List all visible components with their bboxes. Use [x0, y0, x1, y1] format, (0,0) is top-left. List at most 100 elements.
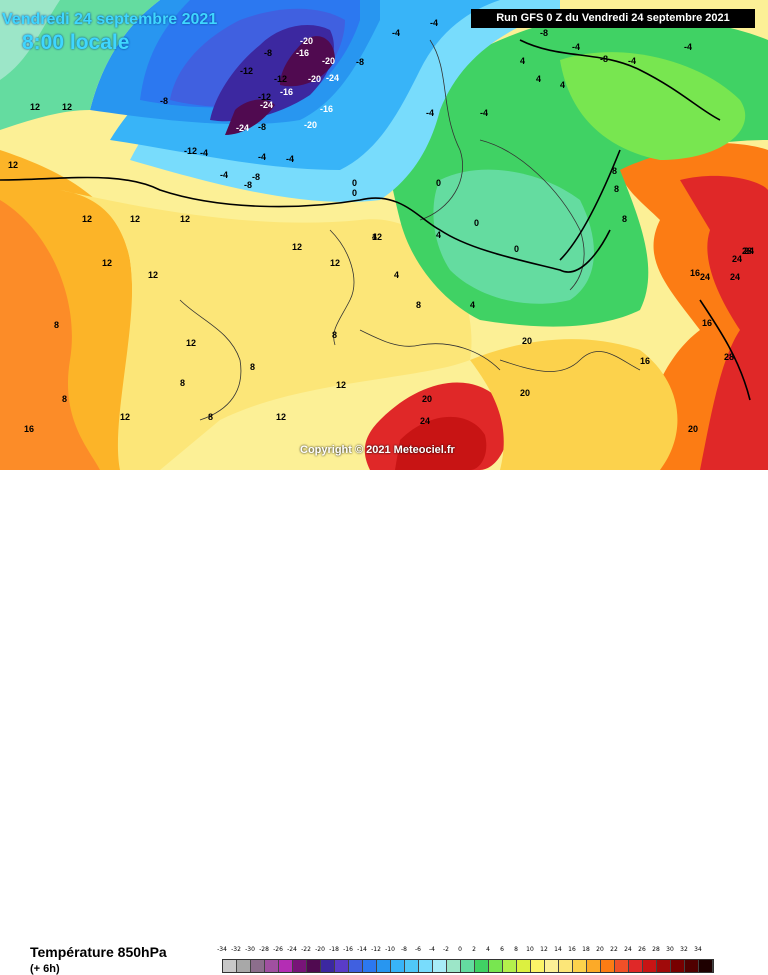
contour-value-label: 24 [700, 272, 711, 282]
contour-value-label: -4 [392, 28, 401, 38]
scale-tick-label: 20 [596, 946, 604, 953]
contour-value-label: -8 [540, 28, 549, 38]
contour-value-label: 4 [520, 56, 526, 66]
mild-area-east [560, 52, 746, 161]
scale-tick-label: -14 [357, 946, 367, 953]
scale-swatch [293, 960, 307, 972]
scale-swatch [279, 960, 293, 972]
scale-swatch [377, 960, 391, 972]
contour-value-label: 8 [332, 330, 338, 340]
cool-area-northwest [0, 0, 60, 80]
coldest-pocket-2 [280, 36, 335, 87]
scale-tick-label: 6 [500, 946, 504, 953]
contour-value-label: 12 [372, 232, 383, 242]
contour-value-label: 4 [470, 300, 476, 310]
scale-tick-label: -12 [371, 946, 381, 953]
contour-value-label: 4 [394, 270, 400, 280]
parameter-title: Température 850hPa [30, 944, 167, 960]
contour-value-label: -4 [480, 108, 489, 118]
scale-tick-label: 22 [610, 946, 618, 953]
scale-tick-label: 8 [514, 946, 518, 953]
scale-tick-label: -6 [415, 946, 421, 953]
contour-value-label: 8 [62, 394, 68, 404]
copyright-text: Copyright © 2021 Meteociel.fr [300, 444, 455, 456]
scale-swatch [461, 960, 475, 972]
contour-value-label: 4 [372, 232, 378, 242]
scale-swatch [489, 960, 503, 972]
contour-value-label: 0 [474, 218, 480, 228]
contour-value-label: 12 [8, 160, 19, 170]
contour-value-label: -8 [264, 48, 273, 58]
scale-swatch [223, 960, 237, 972]
scale-swatch [671, 960, 685, 972]
hot-area-east [680, 175, 768, 470]
contour-value-label: 4 [436, 230, 442, 240]
temperature-map[interactable]: Vendredi 24 septembre 2021 8:00 locale R… [0, 0, 768, 470]
contour-value-label: 28 [742, 246, 753, 256]
scale-tick-label: 24 [624, 946, 632, 953]
scale-swatch [531, 960, 545, 972]
forecast-step: (+ 6h) [30, 963, 60, 975]
scale-tick-label: 26 [638, 946, 646, 953]
scale-tick-label: -2 [443, 946, 449, 953]
scale-tick-label: 12 [540, 946, 548, 953]
contour-value-label: 16 [24, 424, 35, 434]
contour-value-label: 28 [724, 352, 735, 362]
contour-value-label: 24 [420, 416, 431, 426]
contour-value-label: -4 [258, 152, 267, 162]
contour-value-label: 20 [688, 424, 699, 434]
scale-swatch [643, 960, 657, 972]
mild-area-core [433, 169, 594, 304]
scale-tick-label: 0 [458, 946, 462, 953]
scale-swatch [265, 960, 279, 972]
contour-value-label: -8 [252, 172, 261, 182]
contour-value-label: -8 [258, 122, 267, 132]
scale-swatch [321, 960, 335, 972]
coastlines [179, 39, 641, 421]
contour-value-label: -12 [184, 146, 198, 156]
scale-swatch [615, 960, 629, 972]
scale-tick-label: -18 [329, 946, 339, 953]
scale-swatch [573, 960, 587, 972]
contour-value-label: -20 [308, 74, 322, 84]
contour-value-label: 4 [536, 74, 542, 84]
contour-value-label: 16 [690, 268, 701, 278]
contour-value-label: -8 [600, 54, 609, 64]
map-canvas [0, 0, 768, 470]
scale-swatch [685, 960, 699, 972]
contour-value-label: 16 [640, 356, 651, 366]
contour-value-label: -8 [356, 57, 365, 67]
contour-value-label: 0 [514, 244, 520, 254]
contour-value-label: 8 [208, 412, 214, 422]
scale-tick-label: 4 [486, 946, 490, 953]
warm-area-west-inner [0, 200, 100, 470]
scale-tick-label: -20 [315, 946, 325, 953]
contour-value-label: -4 [684, 42, 693, 52]
contour-value-label: -12 [240, 66, 254, 76]
contour-value-label: 20 [422, 394, 433, 404]
scale-tick-label: -4 [429, 946, 435, 953]
scale-tick-label: -22 [301, 946, 311, 953]
scale-swatch [447, 960, 461, 972]
scale-swatch [545, 960, 559, 972]
scale-swatch [251, 960, 265, 972]
contour-value-label: -12 [274, 74, 288, 84]
contour-value-label: 0 [352, 178, 358, 188]
scale-tick-label: -10 [385, 946, 395, 953]
scale-tick-label: -34 [217, 946, 227, 953]
contour-value-label: 12 [276, 412, 287, 422]
forecast-date: Vendredi 24 septembre 2021 [2, 11, 218, 28]
scale-tick-label: -8 [401, 946, 407, 953]
contour-value-label: 8 [614, 184, 620, 194]
warm-area-southeast [470, 339, 678, 470]
contour-value-label: -4 [430, 18, 439, 28]
contour-value-label: 12 [148, 270, 159, 280]
contour-value-label: -16 [320, 104, 334, 114]
scale-swatch [237, 960, 251, 972]
color-scale-bar [222, 959, 714, 973]
contour-value-label: 12 [186, 338, 197, 348]
contour-value-label: -24 [260, 100, 274, 110]
contour-value-label: 12 [130, 214, 141, 224]
scale-tick-label: 2 [472, 946, 476, 953]
contour-value-label: 8 [622, 214, 628, 224]
